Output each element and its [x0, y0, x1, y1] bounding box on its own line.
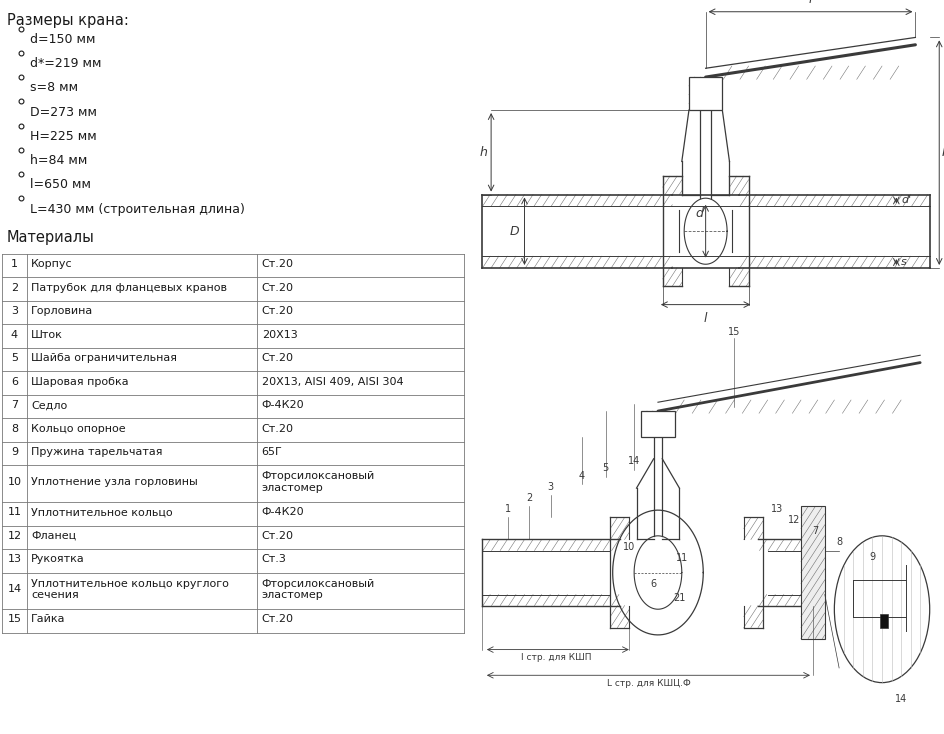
Text: 14: 14	[8, 584, 22, 595]
Text: l стр. для КШП: l стр. для КШП	[521, 653, 592, 662]
Text: Ст.20: Ст.20	[261, 353, 294, 363]
Text: 14: 14	[628, 456, 640, 466]
Text: 5: 5	[11, 353, 18, 363]
Text: 12: 12	[787, 515, 800, 525]
Text: Гайка: Гайка	[31, 614, 66, 625]
Text: L=430 мм (строительная длина): L=430 мм (строительная длина)	[30, 203, 245, 216]
Text: 10: 10	[623, 542, 635, 552]
Text: 20Х13: 20Х13	[261, 330, 297, 340]
Text: H=225 мм: H=225 мм	[30, 130, 97, 143]
Text: Ст.3: Ст.3	[261, 554, 287, 564]
Text: 14: 14	[895, 694, 907, 704]
Text: Седло: Седло	[31, 400, 68, 410]
Text: s=8 мм: s=8 мм	[30, 81, 78, 95]
Text: 11: 11	[676, 553, 688, 563]
Text: 13: 13	[8, 554, 22, 564]
Text: Корпус: Корпус	[31, 259, 73, 269]
Text: d=150 мм: d=150 мм	[30, 33, 96, 46]
Text: Ст.20: Ст.20	[261, 259, 294, 269]
Text: Материалы: Материалы	[7, 230, 94, 245]
Text: 2: 2	[526, 493, 532, 503]
Text: 13: 13	[771, 504, 784, 514]
Text: h: h	[480, 146, 488, 159]
Text: 15: 15	[728, 327, 740, 337]
Text: Кольцо опорное: Кольцо опорное	[31, 424, 126, 434]
Bar	[880, 614, 888, 628]
Text: Ст.20: Ст.20	[261, 424, 294, 434]
Text: 6: 6	[11, 377, 18, 387]
Text: 4: 4	[579, 470, 584, 481]
Text: Уплотнительное кольцо: Уплотнительное кольцо	[31, 507, 173, 517]
Text: Пружина тарельчатая: Пружина тарельчатая	[31, 447, 162, 457]
Bar	[801, 506, 825, 639]
Text: Фторсилоксановый
эластомер: Фторсилоксановый эластомер	[261, 578, 375, 600]
Text: 11: 11	[8, 507, 22, 517]
Text: Уплотнение узла горловины: Уплотнение узла горловины	[31, 477, 198, 487]
Text: D: D	[510, 225, 520, 238]
Text: l=650 мм: l=650 мм	[30, 178, 92, 192]
Text: d: d	[696, 207, 703, 220]
Text: 2: 2	[11, 283, 18, 293]
Text: Размеры крана:: Размеры крана:	[7, 13, 129, 28]
Text: Ст.20: Ст.20	[261, 614, 294, 625]
Text: Фторсилоксановый
эластомер: Фторсилоксановый эластомер	[261, 471, 375, 493]
Text: 20Х13, AISI 409, AISI 304: 20Х13, AISI 409, AISI 304	[261, 377, 403, 387]
Text: Ст.20: Ст.20	[261, 531, 294, 541]
Text: Шаровая пробка: Шаровая пробка	[31, 377, 129, 387]
Text: Горловина: Горловина	[31, 306, 93, 316]
Text: 65Г: 65Г	[261, 447, 282, 457]
Text: Рукоятка: Рукоятка	[31, 554, 85, 564]
Text: Шайба ограничительная: Шайба ограничительная	[31, 353, 177, 363]
Text: s: s	[902, 257, 907, 267]
Text: 15: 15	[8, 614, 22, 625]
Text: Патрубок для фланцевых кранов: Патрубок для фланцевых кранов	[31, 283, 228, 293]
Text: 3: 3	[11, 306, 18, 316]
Text: Уплотнительное кольцо круглого
сечения: Уплотнительное кольцо круглого сечения	[31, 578, 229, 600]
Text: H: H	[941, 146, 944, 159]
Circle shape	[834, 536, 930, 683]
Text: 1: 1	[11, 259, 18, 269]
Text: Ф-4К20: Ф-4К20	[261, 400, 304, 410]
Text: 21: 21	[673, 593, 685, 603]
Text: 7: 7	[812, 526, 818, 536]
Text: l: l	[704, 312, 707, 325]
Text: 8: 8	[836, 537, 842, 547]
Bar	[689, 77, 722, 110]
Text: L стр. для КШЦ.Ф: L стр. для КШЦ.Ф	[607, 679, 690, 688]
Bar	[641, 411, 675, 437]
Text: 4: 4	[11, 330, 18, 340]
Text: 5: 5	[602, 463, 609, 473]
Text: 7: 7	[11, 400, 18, 410]
Text: Ст.20: Ст.20	[261, 306, 294, 316]
Text: 6: 6	[650, 578, 656, 589]
Text: d*=219 мм: d*=219 мм	[30, 57, 102, 70]
Text: Ст.20: Ст.20	[261, 283, 294, 293]
Text: d': d'	[902, 195, 911, 206]
Text: D=273 мм: D=273 мм	[30, 106, 97, 119]
Text: 8: 8	[11, 424, 18, 434]
Text: Шток: Шток	[31, 330, 63, 340]
Text: 9: 9	[869, 551, 875, 562]
Text: h=84 мм: h=84 мм	[30, 154, 88, 167]
Text: 10: 10	[8, 477, 22, 487]
Text: Ф-4К20: Ф-4К20	[261, 507, 304, 517]
Text: 12: 12	[8, 531, 22, 541]
Text: l: l	[809, 0, 812, 6]
Text: 1: 1	[505, 504, 511, 514]
Text: 3: 3	[548, 482, 554, 492]
Text: Фланец: Фланец	[31, 531, 76, 541]
Text: 9: 9	[11, 447, 18, 457]
